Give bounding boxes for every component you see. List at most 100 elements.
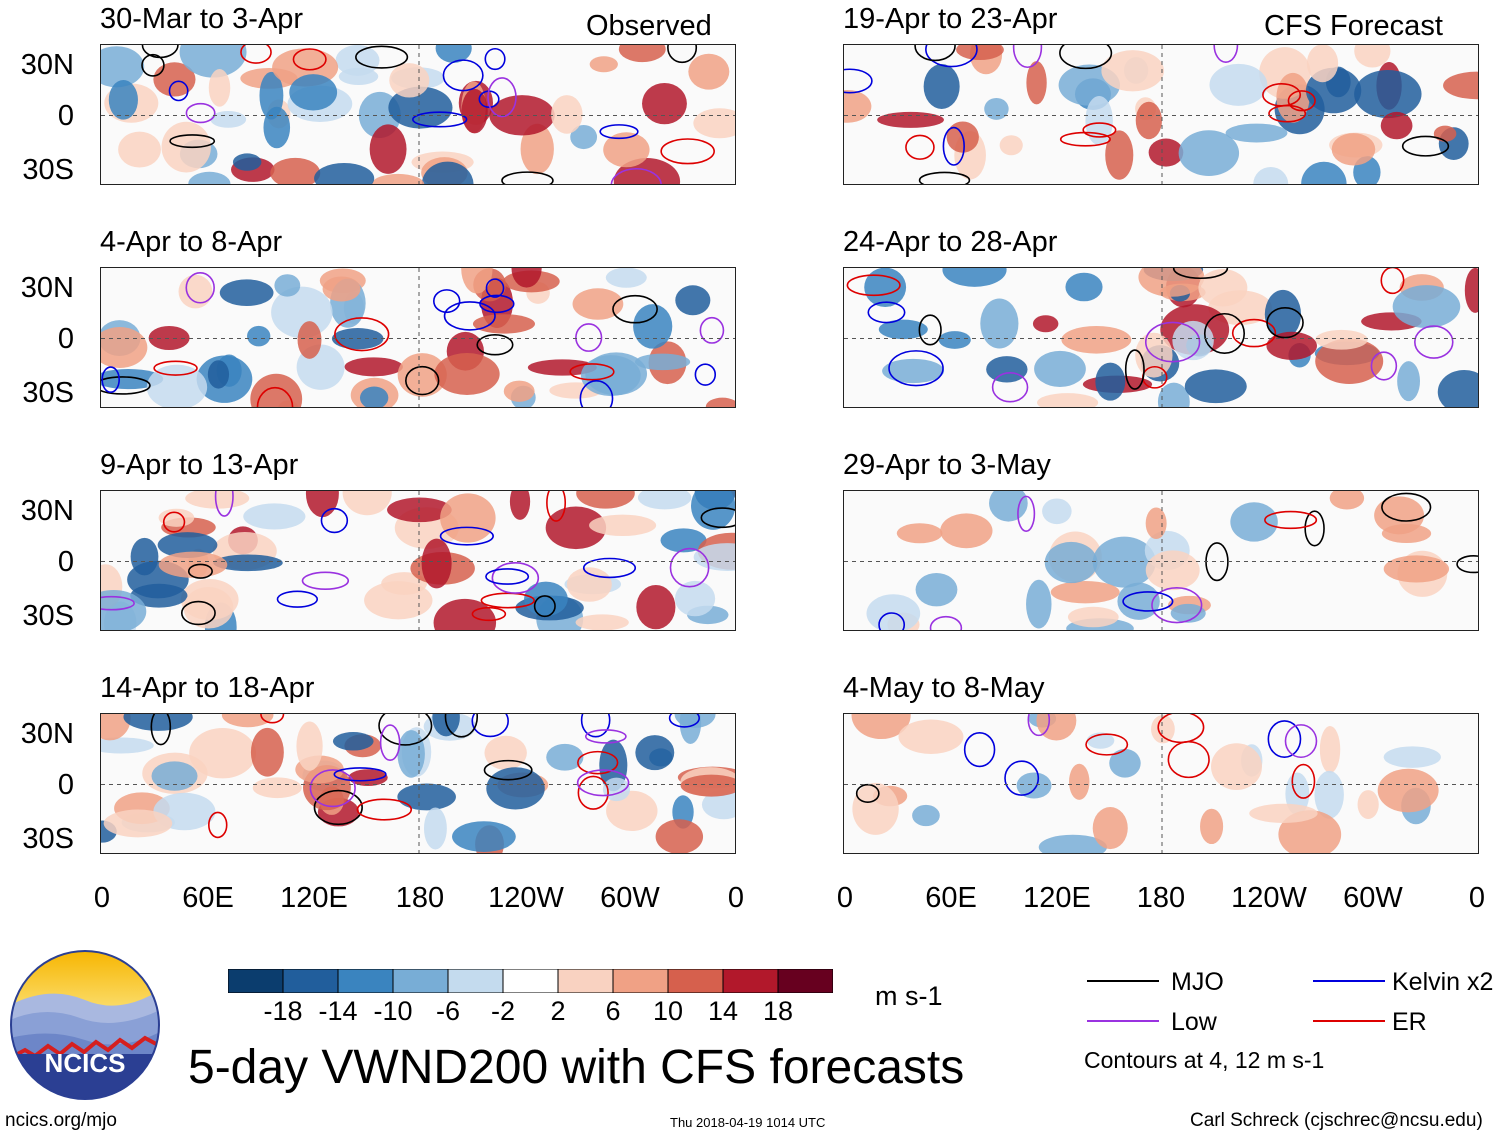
anomaly-blob: [101, 590, 147, 630]
lon-label: 60E: [182, 882, 234, 914]
lat-label: 0: [57, 100, 74, 132]
wave-contour: [991, 371, 1029, 403]
anomaly-blob: [103, 809, 173, 838]
colorbar-swatch: [557, 968, 614, 994]
anomaly-blob: [388, 86, 453, 129]
anomaly-blob: [359, 386, 389, 407]
anomaly-blob: [984, 97, 1009, 120]
wave-contour: [610, 167, 662, 184]
anomaly-blob: [1067, 606, 1119, 628]
anomaly-blob: [1374, 496, 1425, 535]
map-panel: [843, 490, 1479, 631]
anomaly-blob: [851, 714, 911, 740]
colorbar-tick-label: -18: [263, 996, 303, 1026]
anomaly-blob: [421, 161, 474, 184]
logo-text: NCICS: [45, 1048, 126, 1078]
footer-timestamp: Thu 2018-04-19 1014 UTC: [670, 1115, 826, 1130]
anomaly-blob: [289, 74, 338, 111]
wave-contour: [276, 590, 319, 608]
wave-contour: [378, 714, 433, 746]
anomaly-blob: [1437, 370, 1478, 407]
anomaly-blob: [348, 769, 388, 786]
anomaly-blob: [520, 123, 554, 175]
anomaly-blob: [524, 581, 568, 617]
anomaly-blob: [956, 45, 1004, 60]
lat-label: 30S: [22, 154, 74, 186]
wave-contour: [479, 294, 515, 314]
colorbar-tick-label: 6: [605, 996, 621, 1026]
anomaly-blob: [1211, 743, 1263, 790]
lat-label: 30N: [20, 495, 74, 527]
wave-contour: [379, 724, 401, 762]
wave-contour: [846, 274, 901, 297]
anomaly-blob: [877, 111, 944, 128]
wave-contour: [699, 316, 725, 344]
anomaly-blob: [221, 714, 274, 728]
anomaly-blob: [688, 53, 730, 90]
anomaly-blob: [852, 782, 899, 835]
anomaly-blob: [634, 353, 691, 371]
anomaly-blob: [1135, 101, 1162, 140]
panel-title: 14-Apr to 18-Apr: [100, 672, 315, 704]
map-panel: [100, 267, 736, 408]
anomaly-blob: [642, 82, 687, 125]
footer-url[interactable]: ncics.org/mjo: [5, 1110, 117, 1131]
colorbar-tick-label: -2: [490, 996, 515, 1026]
wave-contour: [1082, 122, 1117, 138]
anomaly-blob: [1314, 770, 1344, 819]
anomaly-blob: [1026, 579, 1052, 629]
anomaly-blob: [1377, 768, 1439, 813]
anomaly-blob: [271, 286, 333, 339]
anomaly-blob: [691, 491, 735, 530]
anomaly-blob: [674, 580, 716, 617]
wave-contour: [1370, 351, 1398, 381]
anomaly-blob: [389, 63, 430, 98]
anomaly-blob: [188, 171, 231, 184]
anomaly-blob: [1397, 361, 1420, 402]
anomaly-blob: [1315, 338, 1384, 384]
wave-contour: [1144, 321, 1201, 363]
anomaly-blob: [1383, 746, 1441, 768]
panel-title: 30-Mar to 3-Apr: [100, 3, 304, 35]
wave-contour: [491, 561, 540, 594]
wave-contour: [1414, 325, 1454, 359]
anomaly-blob: [213, 554, 283, 572]
wave-contour: [867, 301, 906, 324]
panel-title: 4-Apr to 8-Apr: [100, 226, 283, 258]
colorbar-swatch: [392, 968, 449, 994]
anomaly-blob: [1036, 714, 1077, 741]
anomaly-blob: [1383, 555, 1450, 583]
anomaly-blob: [1380, 111, 1413, 140]
anomaly-blob: [566, 567, 612, 602]
anomaly-blob: [183, 587, 234, 629]
colorbar-units: m s-1: [875, 981, 943, 1011]
anomaly-blob: [108, 80, 138, 120]
anomaly-blob: [1357, 790, 1379, 819]
anomaly-blob: [157, 532, 218, 558]
anomaly-blob: [693, 108, 735, 139]
anomaly-blob: [701, 790, 735, 820]
colorbar-tick-label: -14: [318, 996, 358, 1026]
anomaly-blob: [912, 804, 940, 827]
wave-contour: [180, 600, 216, 626]
wave-contour: [576, 769, 630, 797]
lat-label: 0: [57, 323, 74, 355]
lon-label: 120W: [1231, 882, 1307, 914]
wave-contour: [162, 511, 186, 533]
anomaly-blob: [1148, 138, 1184, 167]
anomaly-blob: [210, 111, 247, 128]
wave-contour: [1205, 542, 1229, 582]
wave-contour: [260, 714, 285, 724]
lon-label: 60E: [925, 882, 977, 914]
anomaly-blob: [705, 397, 735, 407]
wave-contour: [669, 547, 710, 588]
anomaly-blob: [1065, 272, 1103, 302]
lon-label: 0: [727, 882, 745, 914]
wave-contour: [667, 45, 698, 64]
wave-contour: [208, 811, 228, 839]
lat-label: 30S: [22, 600, 74, 632]
wave-contour: [1304, 510, 1325, 547]
anomaly-blob: [322, 276, 361, 302]
anomaly-blob: [232, 153, 262, 171]
anomaly-blob: [1178, 130, 1240, 177]
